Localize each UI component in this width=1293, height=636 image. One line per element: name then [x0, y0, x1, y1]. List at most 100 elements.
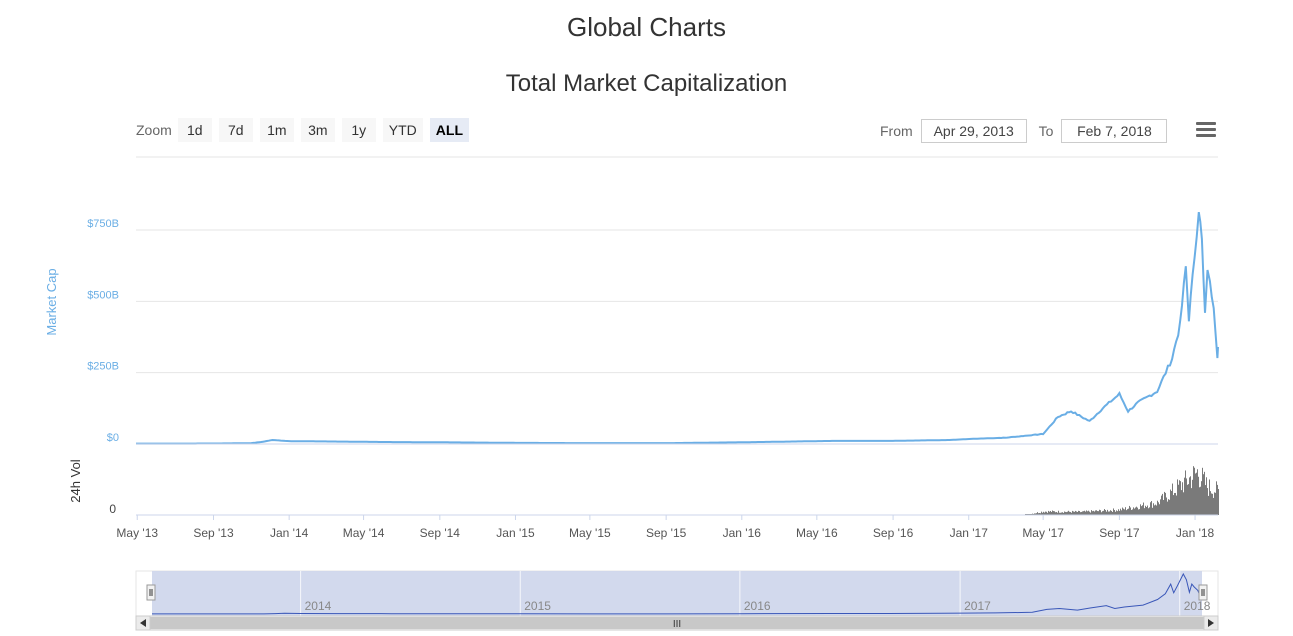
volume-bar	[1098, 511, 1099, 515]
volume-bar	[1203, 474, 1204, 515]
volume-bar	[1178, 484, 1179, 515]
zoom-1y-button[interactable]: 1y	[341, 118, 376, 142]
zoom-1d-button[interactable]: 1d	[177, 118, 212, 142]
page-title: Global Charts	[567, 12, 726, 42]
x-tick-label: Sep '16	[873, 526, 914, 540]
volume-bar	[1201, 481, 1202, 515]
x-tick-label: Sep '14	[420, 526, 461, 540]
volume-bar	[1079, 511, 1080, 515]
scrollbar-thumb[interactable]	[150, 617, 1204, 629]
volume-bar	[1109, 511, 1110, 515]
volume-bar	[1124, 509, 1125, 515]
volume-bar	[1042, 512, 1043, 515]
y-tick-label: $750B	[87, 218, 119, 230]
scroll-right-button[interactable]	[1203, 615, 1219, 631]
volume-bar	[1083, 511, 1084, 515]
volume-bar	[1186, 478, 1187, 515]
volume-bar	[1179, 480, 1180, 515]
from-label: From	[880, 123, 913, 139]
volume-bar	[1116, 510, 1117, 515]
volume-bar	[1134, 508, 1135, 515]
volume-bar	[1071, 512, 1072, 515]
hamburger-menu-icon[interactable]	[1196, 122, 1216, 140]
navigator-year-label: 2017	[964, 599, 991, 613]
navigator-year-label: 2015	[524, 599, 551, 613]
volume-bar	[1099, 509, 1100, 515]
volume-bar	[1075, 510, 1076, 515]
volume-bar	[1173, 495, 1174, 515]
x-tick-label: Jan '17	[950, 526, 989, 540]
volume-bar	[1095, 510, 1096, 515]
date-range: From To	[880, 119, 1179, 143]
x-tick-label: May '16	[796, 526, 838, 540]
volume-bar	[1145, 505, 1146, 515]
volume-bar	[1184, 477, 1185, 515]
volume-bar	[1091, 510, 1092, 515]
volume-bar	[1139, 509, 1140, 515]
volume-bar	[1061, 512, 1062, 515]
volume-bar	[1034, 513, 1035, 515]
from-date-input[interactable]	[920, 119, 1027, 143]
navigator-selection[interactable]	[152, 571, 1202, 616]
volume-bar	[1185, 470, 1186, 515]
volume-bar	[1161, 495, 1162, 515]
navigator-year-labels: 2014 2015 2016 2017 2018	[305, 599, 1211, 613]
navigator-year-label: 2016	[744, 599, 771, 613]
volume-bar	[1096, 510, 1097, 515]
volume-bar	[1190, 476, 1191, 515]
zoom-ytd-button[interactable]: YTD	[382, 118, 423, 142]
chart-title: Total Market Capitalization	[505, 70, 788, 97]
scrollbar-track[interactable]	[135, 615, 1219, 631]
volume-bar	[1217, 484, 1218, 515]
volume-bar	[1088, 510, 1089, 515]
volume-bar	[1151, 501, 1152, 515]
volume-bar	[1040, 513, 1041, 515]
volume-bar	[1036, 513, 1037, 515]
volume-bar	[1105, 510, 1106, 515]
navigator-right-handle[interactable]	[1198, 584, 1208, 601]
volume-bar	[1125, 507, 1126, 515]
volume-bar	[1087, 511, 1088, 515]
volume-bar	[1090, 512, 1091, 515]
volume-bar	[1046, 511, 1047, 515]
volume-bars	[1025, 466, 1219, 515]
volume-bar	[1121, 510, 1122, 515]
x-tick-label: May '14	[343, 526, 385, 540]
volume-bar	[1165, 492, 1166, 515]
volume-bar	[1183, 492, 1184, 515]
volume-bar	[1212, 493, 1213, 515]
volume-bar	[1214, 492, 1215, 515]
volume-bar	[1064, 511, 1065, 515]
volume-bar	[1129, 505, 1130, 515]
y-tick-label: $0	[107, 432, 119, 444]
volume-bar	[1029, 514, 1030, 515]
x-tick-labels: May '13 Sep '13 Jan '14 May '14 Sep '14 Jan '…	[116, 515, 1215, 540]
volume-bar	[1031, 513, 1032, 515]
chevron-left-icon	[140, 619, 146, 627]
zoom-3m-button[interactable]: 3m	[300, 118, 335, 142]
volume-bar	[1081, 511, 1082, 515]
x-tick-label: May '13	[116, 526, 158, 540]
volume-bar	[1148, 508, 1149, 515]
volume-bar	[1107, 509, 1108, 515]
volume-bar	[1162, 493, 1163, 515]
volume-bar	[1156, 505, 1157, 515]
navigator-year-lines	[300, 571, 1181, 616]
volume-bar	[1216, 481, 1217, 515]
zoom-1m-button[interactable]: 1m	[259, 118, 294, 142]
scroll-left-button[interactable]	[135, 615, 151, 631]
zoom-all-button[interactable]: ALL	[429, 118, 470, 142]
volume-bar	[1062, 512, 1063, 515]
volume-bar	[1114, 510, 1115, 515]
volume-bar	[1191, 488, 1192, 515]
volume-bar	[1057, 512, 1058, 515]
zoom-7d-button[interactable]: 7d	[218, 118, 253, 142]
x-tick-label: Jan '15	[496, 526, 535, 540]
y-gridlines	[136, 229, 1218, 374]
to-date-input[interactable]	[1061, 119, 1168, 143]
volume-bar	[1141, 506, 1142, 515]
volume-bar	[1073, 511, 1074, 515]
navigator-left-handle[interactable]	[146, 584, 156, 601]
volume-bar	[1106, 511, 1107, 515]
volume-bar	[1136, 506, 1137, 515]
